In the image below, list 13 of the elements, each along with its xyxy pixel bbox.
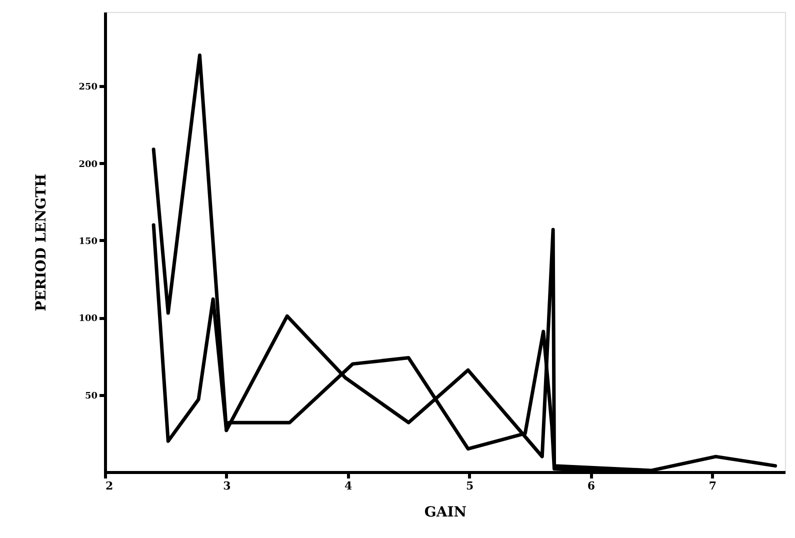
- x-tick-label: 2: [106, 480, 114, 492]
- x-tick-label: 4: [344, 480, 353, 492]
- y-tick-label: 50: [84, 391, 98, 402]
- y-axis-title: PERIOD LENGTH: [34, 174, 50, 312]
- x-tick-label: 5: [466, 480, 474, 492]
- y-tick-label: 250: [78, 82, 98, 93]
- y-tick-label: 100: [78, 314, 98, 324]
- x-tick-label: 6: [587, 480, 596, 492]
- x-axis-title: GAIN: [424, 504, 467, 520]
- y-tick-label: 150: [78, 236, 98, 247]
- x-tick-label: 3: [223, 480, 231, 492]
- x-tick-label: 7: [708, 480, 716, 492]
- y-tick-label: 200: [78, 160, 98, 170]
